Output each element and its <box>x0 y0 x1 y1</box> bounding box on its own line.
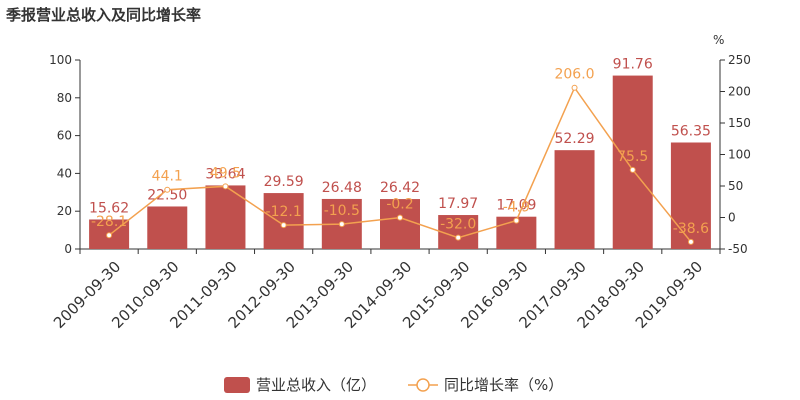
bar-value-label: 29.59 <box>264 174 304 190</box>
legend-line-label: 同比增长率（%） <box>444 376 563 394</box>
right-tick-label: 250 <box>728 53 751 67</box>
bar <box>670 142 711 249</box>
left-tick-label: 60 <box>57 129 72 143</box>
line-value-label: 206.0 <box>554 67 594 83</box>
line-point <box>571 84 578 91</box>
line-value-label: -38.6 <box>673 221 709 237</box>
line-point <box>629 166 636 173</box>
legend: 营业总收入（亿） 同比增长率（%） <box>224 376 563 394</box>
line-series: -28.1 44.1 49.5 -12.1 -10.5 -0.2 -32.0 -4.9 206.… <box>91 67 709 245</box>
line-point <box>397 214 403 221</box>
line-value-label: -28.1 <box>91 214 127 230</box>
legend-bar-label: 营业总收入（亿） <box>256 376 376 394</box>
line-value-label: 44.1 <box>152 169 183 185</box>
bar-value-label: 56.35 <box>671 123 711 139</box>
legend-bar-swatch <box>224 377 250 393</box>
line-value-label: -0.2 <box>386 197 413 213</box>
bar <box>380 199 420 249</box>
line-point <box>222 183 229 190</box>
line-point <box>164 186 171 193</box>
bar-value-label: 17.09 <box>496 198 536 214</box>
line-value-label: 75.5 <box>617 149 648 165</box>
bar-value-label: 15.62 <box>89 200 129 216</box>
line-point <box>280 222 287 229</box>
legend-line-marker <box>416 378 430 392</box>
bar-series: 15.62 22.50 33.64 29.59 26.48 26.42 17.97 17.09… <box>89 57 711 249</box>
bar-value-label: 91.76 <box>613 57 653 73</box>
bar-value-label: 33.64 <box>205 166 245 182</box>
bar-value-label: 17.97 <box>438 196 478 212</box>
right-tick-label: -50 <box>728 242 748 256</box>
line-value-label: -12.1 <box>266 204 302 220</box>
right-axis-unit: % <box>713 33 724 47</box>
bar-value-label: 26.48 <box>322 180 362 196</box>
chart-title: 季报营业总收入及同比增长率 <box>6 6 201 24</box>
right-tick-label: 150 <box>728 116 751 130</box>
bar <box>438 215 479 249</box>
right-tick-label: 200 <box>728 85 751 99</box>
line-point <box>106 232 113 239</box>
right-tick-label: 100 <box>728 148 751 162</box>
line-value-label: 49.5 <box>210 165 241 181</box>
left-tick-label: 40 <box>57 166 72 180</box>
right-tick-label: 50 <box>728 179 743 193</box>
left-tick-label: 80 <box>57 91 72 105</box>
line-value-label: -10.5 <box>324 203 360 219</box>
line-point <box>687 238 694 245</box>
left-tick-label: 20 <box>57 204 72 218</box>
left-tick-label: 0 <box>64 242 72 256</box>
bar <box>263 193 304 249</box>
bar <box>147 206 188 249</box>
line-value-label: -32.0 <box>440 217 476 233</box>
line-point <box>513 217 520 224</box>
bar <box>554 150 595 249</box>
bar-value-label: 22.50 <box>147 187 187 203</box>
line-value-label: -4.9 <box>503 200 530 216</box>
left-tick-label: 100 <box>49 53 72 67</box>
line-point <box>455 234 462 241</box>
bar <box>612 75 653 249</box>
line-point <box>338 221 345 228</box>
right-tick-label: 0 <box>728 211 736 225</box>
bar-value-label: 52.29 <box>554 131 594 147</box>
bar-value-label: 26.42 <box>380 180 420 196</box>
